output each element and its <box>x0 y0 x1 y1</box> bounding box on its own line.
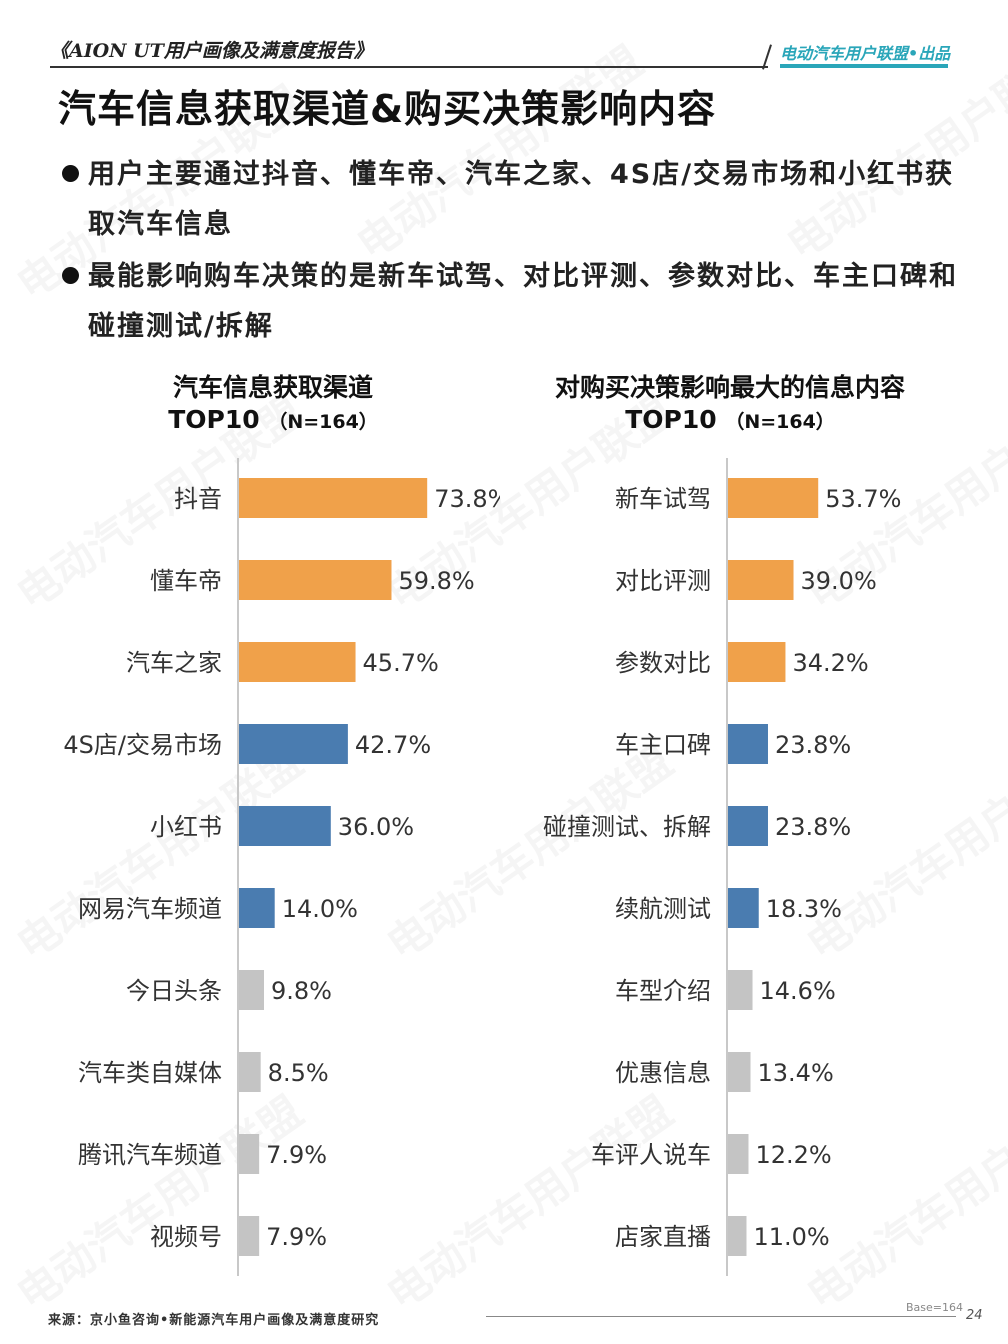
sample-size-label: （N=164） <box>725 411 835 433</box>
chart-channels: 抖音 73.8% 懂车帝 59.8% 汽车之家 45.7% 4S店/交易市场 42.7% 小红书… <box>63 458 500 1276</box>
chart-subtitle-top: TOP10 <box>168 405 260 434</box>
bar <box>728 1216 747 1256</box>
bullet-point: 最能影响购车决策的是新车试驾、对比评测、参数对比、车主口碑和碰撞测试/拆解 <box>62 252 962 352</box>
bullet-point: 用户主要通过抖音、懂车帝、汽车之家、4S店/交易市场和小红书获取汽车信息 <box>62 150 962 250</box>
category-label: 参数对比 <box>615 649 711 677</box>
publisher-underline <box>780 64 948 68</box>
category-label: 碰撞测试、拆解 <box>543 813 711 841</box>
bar <box>728 1134 749 1174</box>
bar <box>239 1216 260 1256</box>
bar <box>728 888 759 928</box>
header-divider <box>50 66 768 68</box>
footer-base: Base=164 <box>906 1301 963 1314</box>
bar <box>239 478 428 518</box>
category-label: 网易汽车频道 <box>78 895 222 923</box>
footer-divider <box>486 1316 956 1317</box>
bar <box>239 888 275 928</box>
sample-size-label: （N=164） <box>268 411 378 433</box>
value-label: 53.7% <box>825 485 901 513</box>
bar <box>239 970 264 1010</box>
chart-decision-content: 新车试驾 53.7% 对比评测 39.0% 参数对比 34.2% 车主口碑 23.8% 碰撞测试… <box>543 458 901 1276</box>
category-label: 新车试驾 <box>615 485 711 513</box>
value-label: 14.6% <box>760 977 836 1005</box>
publisher-label: 电动汽车用户联盟•出品 <box>780 44 951 63</box>
category-label: 小红书 <box>150 813 222 841</box>
value-label: 18.3% <box>766 895 842 923</box>
category-label: 4S店/交易市场 <box>63 731 222 759</box>
bar <box>239 642 356 682</box>
chart-title-left: 汽车信息获取渠道 TOP10 （N=164） <box>118 372 428 438</box>
category-label: 汽车之家 <box>126 649 222 677</box>
chart-subtitle-top: TOP10 <box>625 405 717 434</box>
footer-source: 来源：京小鱼咨询•新能源汽车用户画像及满意度研究 <box>48 1313 380 1328</box>
category-label: 今日头条 <box>126 977 222 1005</box>
category-label: 抖音 <box>174 485 222 513</box>
chart-title-right: 对购买决策影响最大的信息内容 TOP10 （N=164） <box>530 372 930 438</box>
value-label: 73.8% <box>434 485 500 513</box>
chart-title-text: 对购买决策影响最大的信息内容 <box>554 373 905 402</box>
page-title: 汽车信息获取渠道&购买决策影响内容 <box>58 87 717 131</box>
value-label: 59.8% <box>398 567 474 595</box>
bullet-dot-icon <box>62 165 79 182</box>
category-label: 车型介绍 <box>615 977 711 1005</box>
bar <box>239 1134 260 1174</box>
value-label: 7.9% <box>266 1223 327 1251</box>
value-label: 11.0% <box>753 1223 829 1251</box>
value-label: 13.4% <box>758 1059 834 1087</box>
bullet-dot-icon <box>62 267 79 284</box>
bar <box>728 478 819 518</box>
value-label: 23.8% <box>775 731 851 759</box>
chart-subtitle: TOP10 （N=164） <box>118 404 428 438</box>
value-label: 9.8% <box>271 977 332 1005</box>
value-label: 14.0% <box>282 895 358 923</box>
category-label: 续航测试 <box>615 895 711 923</box>
chart-title-text: 汽车信息获取渠道 <box>172 373 373 402</box>
report-title: 《AION UT用户画像及满意度报告》 <box>50 40 373 62</box>
category-label: 视频号 <box>150 1223 222 1251</box>
bullet-text: 用户主要通过抖音、懂车帝、汽车之家、4S店/交易市场和小红书获取汽车信息 <box>88 159 955 240</box>
value-label: 8.5% <box>268 1059 329 1087</box>
value-label: 23.8% <box>775 813 851 841</box>
bar <box>728 1052 751 1092</box>
category-label: 店家直播 <box>615 1223 711 1251</box>
bar <box>239 1052 261 1092</box>
bar <box>728 970 753 1010</box>
bar <box>728 560 794 600</box>
value-label: 39.0% <box>801 567 877 595</box>
bar <box>728 724 768 764</box>
category-label: 对比评测 <box>615 567 711 595</box>
value-label: 45.7% <box>363 649 439 677</box>
category-label: 腾讯汽车频道 <box>78 1141 222 1169</box>
value-label: 36.0% <box>338 813 414 841</box>
category-label: 优惠信息 <box>615 1059 711 1087</box>
category-label: 车评人说车 <box>591 1141 711 1169</box>
bar <box>239 806 331 846</box>
bullet-text: 最能影响购车决策的是新车试驾、对比评测、参数对比、车主口碑和碰撞测试/拆解 <box>88 261 958 342</box>
chart-subtitle: TOP10 （N=164） <box>530 404 930 438</box>
value-label: 42.7% <box>355 731 431 759</box>
bar <box>239 560 392 600</box>
page-number: 24 <box>966 1308 983 1323</box>
value-label: 7.9% <box>266 1141 327 1169</box>
category-label: 懂车帝 <box>150 567 222 595</box>
category-label: 车主口碑 <box>615 731 711 759</box>
category-label: 汽车类自媒体 <box>78 1059 222 1087</box>
value-label: 34.2% <box>792 649 868 677</box>
bar <box>239 724 348 764</box>
bar <box>728 806 768 846</box>
value-label: 12.2% <box>755 1141 831 1169</box>
bar <box>728 642 786 682</box>
